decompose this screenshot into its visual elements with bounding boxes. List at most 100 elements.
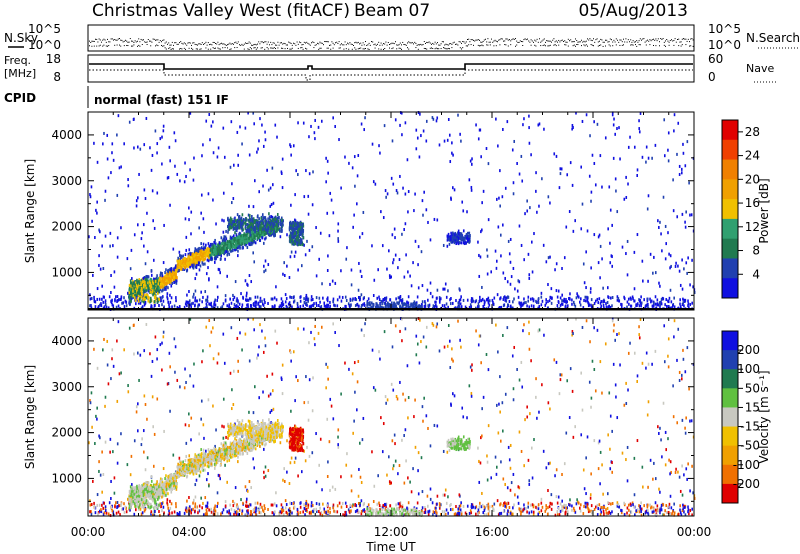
power-echo <box>270 203 273 207</box>
nsky-point <box>248 41 250 43</box>
nsky-point <box>150 40 152 42</box>
power-echo <box>520 243 523 247</box>
power-echo <box>212 198 214 202</box>
nsky-point <box>102 39 104 41</box>
power-echo <box>140 292 143 296</box>
power-echo <box>89 304 91 308</box>
power-echo <box>589 287 592 291</box>
power-echo <box>510 306 513 310</box>
nsearch-point <box>301 47 303 49</box>
nsky-point <box>385 41 387 43</box>
power-echo <box>540 303 543 307</box>
power-echo <box>232 249 234 253</box>
power-echo <box>161 296 163 300</box>
nsky-point <box>197 44 198 46</box>
nsearch-point <box>179 48 180 50</box>
nsearch-point <box>591 44 593 46</box>
power-echo <box>253 236 256 240</box>
power-echo <box>249 228 251 232</box>
power-echo <box>263 298 266 302</box>
power-echo <box>244 233 246 237</box>
nsky-point <box>623 38 624 40</box>
power-echo <box>163 276 165 280</box>
power-echo <box>326 159 329 163</box>
power-echo <box>259 233 262 237</box>
power-echo <box>142 223 145 227</box>
power-echo <box>300 238 303 242</box>
power-echo <box>252 236 254 240</box>
power-echo <box>652 271 654 275</box>
power-echo <box>135 290 137 294</box>
power-echo <box>234 226 237 230</box>
power-echo <box>220 306 222 310</box>
power-echo <box>399 298 401 302</box>
nsky-point <box>576 40 578 42</box>
power-echo <box>224 239 227 243</box>
nave-tick-high: 60 <box>708 52 723 66</box>
nsearch-point <box>212 47 214 49</box>
power-echo <box>204 250 206 254</box>
nsky-point <box>373 44 375 46</box>
power-echo <box>479 298 481 302</box>
power-echo <box>689 213 691 217</box>
power-echo <box>466 298 469 302</box>
power-echo <box>629 296 632 300</box>
nsearch-point <box>332 47 334 49</box>
power-echo <box>588 174 591 178</box>
power-echo <box>265 222 267 226</box>
nsky-point <box>672 40 674 42</box>
power-echo <box>147 286 150 290</box>
power-echo <box>252 228 255 232</box>
power-echo <box>157 299 160 303</box>
power-echo <box>297 232 299 236</box>
power-echo <box>347 302 350 306</box>
power-echo <box>609 241 611 245</box>
nsky-point <box>619 39 621 41</box>
power-echo <box>318 296 321 300</box>
power-echo <box>536 210 538 214</box>
nsky-point <box>549 40 551 42</box>
power-echo <box>485 147 488 151</box>
power-echo <box>524 212 526 216</box>
nsky-point <box>343 44 345 46</box>
power-echo <box>528 114 530 118</box>
power-echo <box>240 216 243 220</box>
power-echo <box>252 205 255 209</box>
power-echo <box>241 221 244 225</box>
power-echo <box>133 117 135 121</box>
power-echo <box>600 300 603 304</box>
power-echo <box>276 213 279 217</box>
power-echo <box>138 281 141 285</box>
power-echo <box>192 178 195 182</box>
power-echo <box>231 247 234 251</box>
power-echo <box>590 305 593 309</box>
power-echo <box>385 299 387 303</box>
power-echo <box>369 301 371 305</box>
power-echo <box>454 238 457 242</box>
power-echo <box>625 195 628 199</box>
power-echo <box>187 255 190 259</box>
power-echo <box>203 230 205 234</box>
nsky-point <box>384 43 386 45</box>
power-echo <box>184 161 186 165</box>
power-echo <box>233 226 236 230</box>
power-echo <box>264 268 267 272</box>
nsky-point <box>144 41 146 43</box>
power-echo <box>659 284 661 288</box>
power-echo <box>169 268 171 272</box>
power-echo <box>214 248 217 252</box>
power-echo <box>116 255 119 259</box>
power-echo <box>503 295 506 299</box>
nsky-point <box>572 41 574 43</box>
power-echo <box>526 209 529 213</box>
power-echo <box>201 154 203 158</box>
power-echo <box>103 295 105 299</box>
power-echo <box>455 299 457 303</box>
nsearch-point <box>192 48 194 50</box>
power-echo <box>234 280 237 284</box>
power-echo <box>290 231 293 235</box>
power-echo <box>502 271 505 275</box>
power-echo <box>270 215 272 219</box>
power-echo <box>170 268 172 272</box>
nsearch-point <box>161 44 162 46</box>
